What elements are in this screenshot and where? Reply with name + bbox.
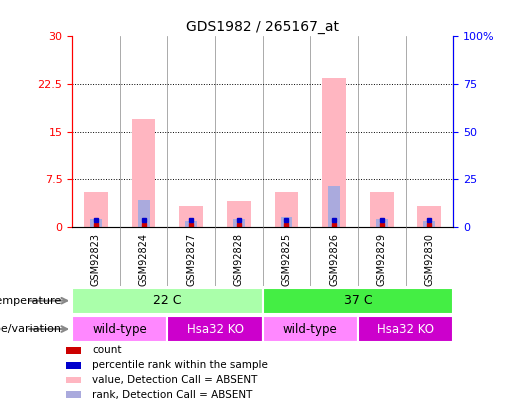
Bar (84, 192, 108, 227)
Text: wild-type: wild-type (92, 322, 147, 336)
Bar (328, 185, 340, 227)
Text: genotype/variation: genotype/variation (0, 324, 62, 334)
Text: 37 C: 37 C (344, 294, 372, 307)
Bar (66, 362, 81, 369)
Bar (233, 219, 245, 227)
Text: Hsa32 KO: Hsa32 KO (186, 322, 244, 336)
Text: percentile rank within the sample: percentile rank within the sample (93, 360, 268, 370)
Text: value, Detection Call = ABSENT: value, Detection Call = ABSENT (93, 375, 258, 385)
Bar (132, 119, 156, 227)
Bar (263, 288, 453, 314)
Bar (185, 221, 197, 227)
Bar (376, 219, 388, 227)
Text: count: count (93, 345, 122, 356)
Bar (138, 200, 149, 227)
Text: 22 C: 22 C (153, 294, 182, 307)
Bar (423, 221, 435, 227)
Text: wild-type: wild-type (283, 322, 338, 336)
Bar (281, 217, 293, 227)
Text: Hsa32 KO: Hsa32 KO (377, 322, 434, 336)
Bar (358, 316, 453, 342)
Bar (66, 347, 81, 354)
Bar (167, 316, 263, 342)
Text: rank, Detection Call = ABSENT: rank, Detection Call = ABSENT (93, 390, 253, 400)
Bar (90, 219, 102, 227)
Bar (370, 192, 393, 227)
Bar (66, 391, 81, 398)
Text: temperature: temperature (0, 296, 62, 306)
Bar (263, 316, 358, 342)
Bar (274, 192, 298, 227)
Bar (322, 78, 346, 227)
Bar (418, 207, 441, 227)
Bar (66, 377, 81, 384)
Bar (227, 201, 251, 227)
Bar (72, 288, 263, 314)
Title: GDS1982 / 265167_at: GDS1982 / 265167_at (186, 20, 339, 34)
Bar (179, 207, 203, 227)
Bar (72, 316, 167, 342)
